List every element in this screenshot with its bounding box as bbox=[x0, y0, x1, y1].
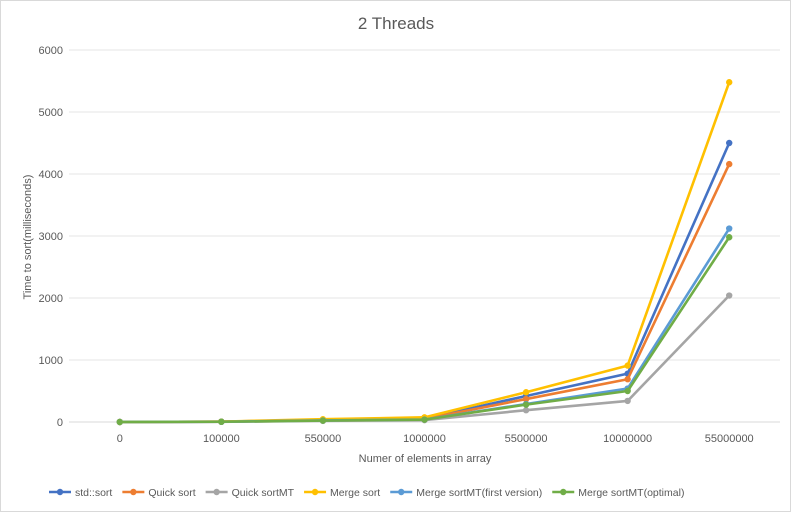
y-axis-label: Time to sort(milliseconds) bbox=[22, 175, 34, 300]
data-point bbox=[624, 376, 631, 383]
series-group bbox=[116, 234, 733, 426]
x-tick-label: 550000 bbox=[305, 433, 342, 445]
x-tick-label: 0 bbox=[117, 433, 123, 445]
data-point bbox=[319, 417, 327, 424]
data-point bbox=[624, 397, 631, 405]
legend-swatch-marker bbox=[311, 488, 319, 496]
data-point bbox=[421, 416, 428, 423]
legend-swatch-marker bbox=[213, 488, 220, 496]
legend-label: Merge sortMT(first version) bbox=[416, 487, 542, 499]
data-point bbox=[522, 395, 530, 403]
data-point bbox=[522, 407, 530, 414]
data-point bbox=[522, 389, 530, 396]
y-tick-label: 4000 bbox=[39, 169, 63, 181]
series-lines bbox=[116, 79, 733, 426]
data-point bbox=[726, 225, 733, 232]
legend-swatch-marker bbox=[398, 488, 405, 496]
series-line bbox=[119, 163, 731, 424]
series-line bbox=[119, 236, 731, 424]
chart-title: 2 Threads bbox=[358, 14, 434, 33]
data-point bbox=[726, 139, 733, 147]
x-axis-label: Numer of elements in array bbox=[359, 453, 492, 465]
legend-item: Quick sortMT bbox=[205, 487, 295, 499]
series-group bbox=[116, 160, 733, 426]
y-axis-ticks: 0 1000 2000 3000 4000 5000 6000 bbox=[39, 45, 63, 429]
legend-item: Merge sortMT(optimal) bbox=[552, 487, 684, 499]
x-tick-label: 1000000 bbox=[403, 433, 446, 445]
series-group bbox=[116, 225, 733, 426]
y-tick-label: 6000 bbox=[39, 45, 63, 57]
legend-label: Quick sort bbox=[148, 487, 195, 499]
legend-label: Merge sortMT(optimal) bbox=[578, 487, 684, 499]
legend-item: std::sort bbox=[49, 487, 112, 499]
data-point bbox=[726, 234, 733, 241]
gridlines bbox=[69, 49, 780, 423]
legend-swatch-marker bbox=[56, 488, 64, 496]
x-tick-label: 100000 bbox=[203, 433, 240, 445]
legend-label: Quick sortMT bbox=[232, 487, 295, 499]
legend-item: Merge sortMT(first version) bbox=[390, 487, 542, 499]
legend-label: Merge sort bbox=[330, 487, 380, 499]
x-tick-label: 55000000 bbox=[705, 433, 754, 445]
y-tick-label: 0 bbox=[57, 417, 63, 429]
data-point bbox=[116, 418, 123, 426]
data-point bbox=[726, 292, 733, 299]
x-tick-label: 10000000 bbox=[603, 433, 652, 445]
data-point bbox=[218, 418, 225, 425]
data-point bbox=[726, 79, 733, 86]
y-tick-label: 3000 bbox=[39, 231, 63, 243]
legend-swatch-marker bbox=[560, 488, 567, 496]
data-point bbox=[726, 160, 733, 168]
x-tick-label: 5500000 bbox=[505, 433, 548, 445]
data-point bbox=[522, 401, 530, 408]
series-line bbox=[119, 227, 731, 424]
series-group bbox=[116, 292, 733, 426]
y-tick-label: 2000 bbox=[39, 293, 63, 305]
legend-item: Merge sort bbox=[304, 487, 380, 499]
legend-swatch-marker bbox=[130, 488, 137, 496]
series-group bbox=[116, 139, 733, 426]
legend-item: Quick sort bbox=[122, 487, 196, 499]
legend: std::sort Quick sort Quick sortMT Merge sor… bbox=[49, 487, 684, 499]
data-point bbox=[624, 362, 631, 369]
legend-label: std::sort bbox=[75, 487, 112, 499]
y-tick-label: 1000 bbox=[39, 355, 63, 367]
data-point bbox=[624, 387, 631, 395]
series-line bbox=[119, 142, 731, 424]
y-tick-label: 5000 bbox=[39, 107, 63, 119]
x-axis-ticks: 0 100000 550000 1000000 5500000 10000000 55000… bbox=[117, 433, 754, 445]
